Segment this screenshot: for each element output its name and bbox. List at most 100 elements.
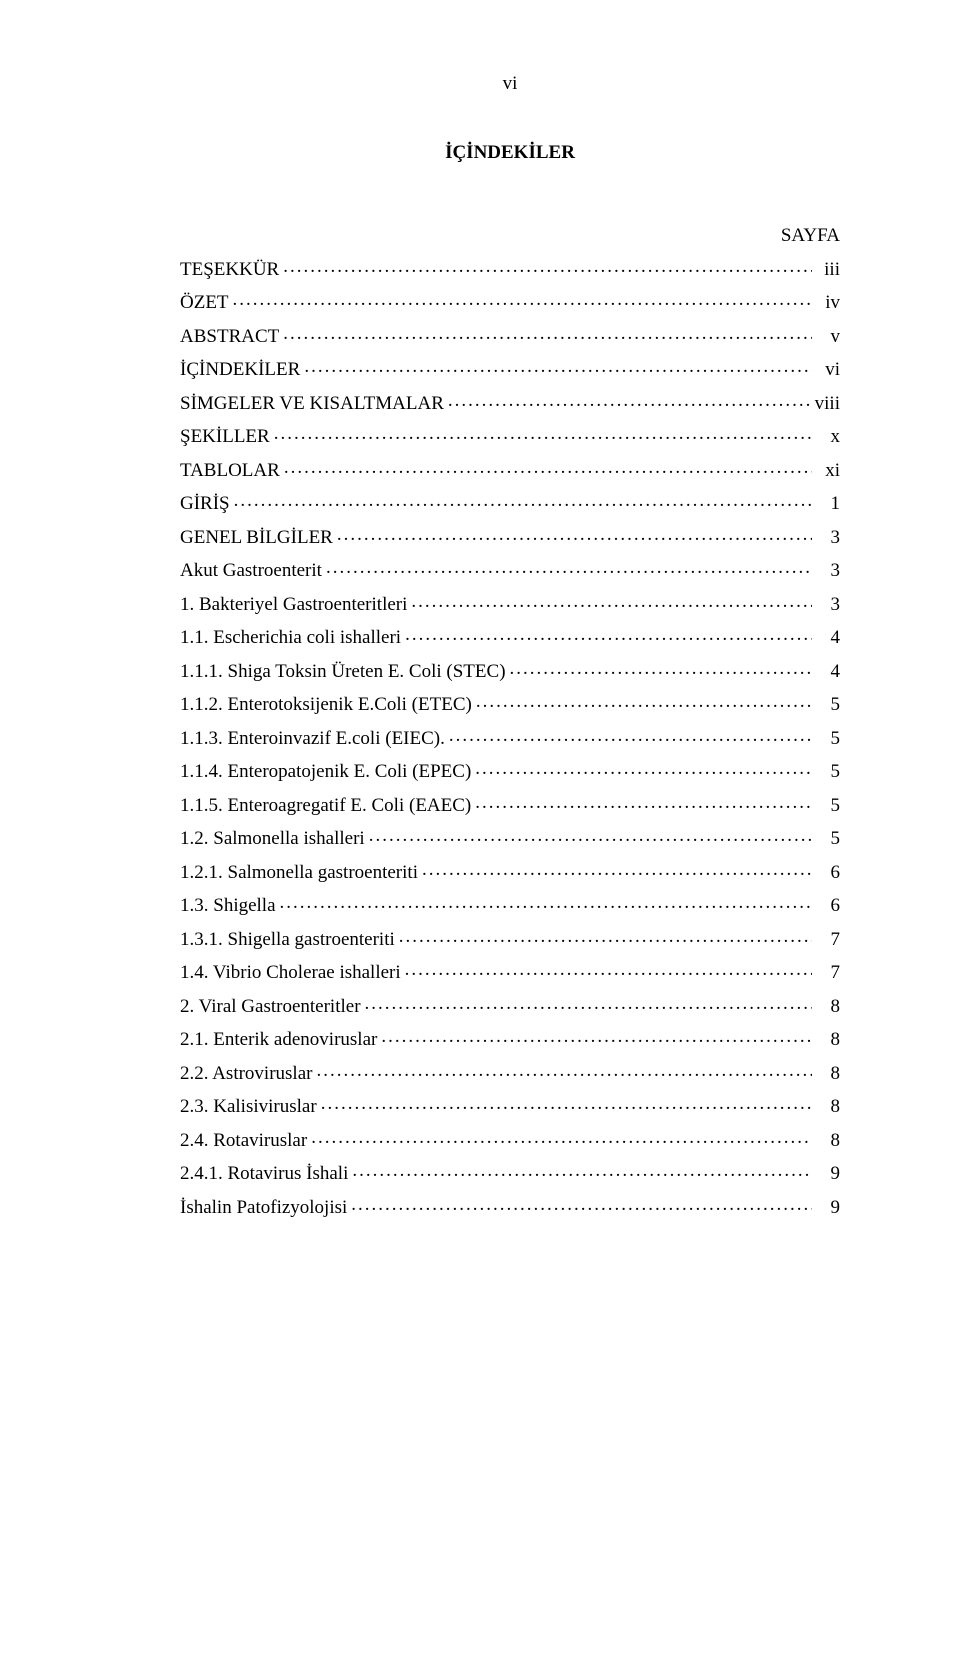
toc-row: 2.2. Astroviruslar......................… (180, 1060, 840, 1089)
toc-entry-page: 1 (816, 490, 840, 519)
toc-row: 2.3. Kalisiviruslar.....................… (180, 1093, 840, 1122)
toc-entry-page: 8 (816, 1026, 840, 1055)
toc-entry-page: 6 (816, 859, 840, 888)
toc-leader-dots: ........................................… (405, 621, 812, 650)
toc-entry-label: TEŞEKKÜR (180, 256, 279, 285)
toc-entry-page: 6 (816, 892, 840, 921)
toc-entry-page: 8 (816, 1060, 840, 1089)
toc-entry-page: 3 (816, 524, 840, 553)
column-header-page: SAYFA (781, 222, 840, 251)
toc-entry-label: SİMGELER VE KISALTMALAR (180, 390, 444, 419)
toc-entry-label: 1.2.1. Salmonella gastroenteriti (180, 859, 418, 888)
toc-entry-page: 8 (816, 1127, 840, 1156)
toc-entry-page: 7 (816, 959, 840, 988)
toc-entry-label: TABLOLAR (180, 457, 280, 486)
toc-entry-page: iii (816, 256, 840, 285)
toc-entry-label: İshalin Patofizyolojisi (180, 1194, 347, 1223)
toc-entry-page: v (816, 323, 840, 352)
toc-row: Akut Gastroenterit......................… (180, 557, 840, 586)
toc-entry-page: xi (816, 457, 840, 486)
toc-leader-dots: ........................................… (476, 688, 812, 717)
toc-row: 1.2. Salmonella ishalleri...............… (180, 825, 840, 854)
toc-leader-dots: ........................................… (411, 588, 812, 617)
toc-entry-label: 1.1. Escherichia coli ishalleri (180, 624, 401, 653)
toc-entry-label: 1.1.2. Enterotoksijenik E.Coli (ETEC) (180, 691, 472, 720)
toc-leader-dots: ........................................… (352, 1157, 812, 1186)
toc-entry-label: 1.1.3. Enteroinvazif E.coli (EIEC). (180, 725, 445, 754)
toc-leader-dots: ........................................… (304, 353, 812, 382)
toc-leader-dots: ........................................… (422, 856, 812, 885)
toc-entry-page: 5 (816, 758, 840, 787)
toc-leader-dots: ........................................… (381, 1023, 812, 1052)
toc-entry-page: 3 (816, 591, 840, 620)
page-number-roman: vi (180, 70, 840, 99)
toc-leader-dots: ........................................… (233, 286, 812, 315)
toc-entry-label: 1.3. Shigella (180, 892, 276, 921)
toc-row: SİMGELER VE KISALTMALAR.................… (180, 390, 840, 419)
toc-leader-dots: ........................................… (475, 755, 812, 784)
toc-leader-dots: ........................................… (351, 1191, 812, 1220)
toc-entry-label: 1.1.1. Shiga Toksin Üreten E. Coli (STEC… (180, 658, 506, 687)
toc-entry-label: 1. Bakteriyel Gastroenteritleri (180, 591, 407, 620)
toc-row: GİRİŞ...................................… (180, 490, 840, 519)
toc-entry-page: iv (816, 289, 840, 318)
toc-row: 1.1.3. Enteroinvazif E.coli (EIEC). ....… (180, 725, 840, 754)
toc-row: 1.4. Vibrio Cholerae ishalleri..........… (180, 959, 840, 988)
toc-row: TABLOLAR................................… (180, 457, 840, 486)
toc-entry-page: 9 (816, 1160, 840, 1189)
toc-row: 1.3. Shigella...........................… (180, 892, 840, 921)
toc-leader-dots: ........................................… (510, 655, 812, 684)
toc-leader-dots: ........................................… (448, 387, 811, 416)
toc-leader-dots: ........................................… (475, 789, 812, 818)
toc-leader-dots: ........................................… (365, 990, 812, 1019)
toc-leader-dots: ........................................… (369, 822, 812, 851)
toc-leader-dots: ........................................… (283, 320, 812, 349)
toc-container: TEŞEKKÜR................................… (180, 256, 840, 1223)
toc-entry-label: GENEL BİLGİLER (180, 524, 333, 553)
toc-entry-label: ABSTRACT (180, 323, 279, 352)
toc-entry-label: GİRİŞ (180, 490, 230, 519)
toc-leader-dots: ........................................… (311, 1124, 812, 1153)
toc-row: 2. Viral Gastroenteritler...............… (180, 993, 840, 1022)
toc-leader-dots: ........................................… (274, 420, 812, 449)
toc-entry-page: 9 (816, 1194, 840, 1223)
toc-row: GENEL BİLGİLER..........................… (180, 524, 840, 553)
toc-entry-label: İÇİNDEKİLER (180, 356, 300, 385)
toc-row: 2.4. Rotaviruslar.......................… (180, 1127, 840, 1156)
toc-row: İÇİNDEKİLER.............................… (180, 356, 840, 385)
toc-row: 1.1.2. Enterotoksijenik E.Coli (ETEC)...… (180, 691, 840, 720)
toc-entry-label: 2.2. Astroviruslar (180, 1060, 312, 1089)
toc-row: ŞEKİLLER................................… (180, 423, 840, 452)
toc-entry-label: 1.4. Vibrio Cholerae ishalleri (180, 959, 401, 988)
toc-row: ÖZET....................................… (180, 289, 840, 318)
toc-leader-dots: ........................................… (234, 487, 812, 516)
toc-entry-label: 1.2. Salmonella ishalleri (180, 825, 365, 854)
toc-row: 1.1.4. Enteropatojenik E. Coli (EPEC)...… (180, 758, 840, 787)
toc-leader-dots: ........................................… (283, 253, 812, 282)
toc-entry-page: vi (816, 356, 840, 385)
toc-row: 1.1.5. Enteroagregatif E. Coli (EAEC)...… (180, 792, 840, 821)
toc-entry-label: ŞEKİLLER (180, 423, 270, 452)
toc-entry-page: 5 (816, 725, 840, 754)
toc-entry-label: 2.4.1. Rotavirus İshali (180, 1160, 348, 1189)
toc-entry-label: 1.3.1. Shigella gastroenteriti (180, 926, 395, 955)
toc-row: 1.2.1. Salmonella gastroenteriti........… (180, 859, 840, 888)
toc-leader-dots: ........................................… (316, 1057, 812, 1086)
toc-row: 1. Bakteriyel Gastroenteritleri.........… (180, 591, 840, 620)
toc-entry-page: 8 (816, 1093, 840, 1122)
toc-row: 1.1.1. Shiga Toksin Üreten E. Coli (STEC… (180, 658, 840, 687)
toc-entry-page: viii (815, 390, 840, 419)
toc-leader-dots: ........................................… (326, 554, 812, 583)
toc-leader-dots: ........................................… (321, 1090, 812, 1119)
toc-entry-label: Akut Gastroenterit (180, 557, 322, 586)
toc-leader-dots: ........................................… (284, 454, 812, 483)
toc-entry-label: 2. Viral Gastroenteritler (180, 993, 361, 1022)
toc-entry-label: 2.1. Enterik adenoviruslar (180, 1026, 377, 1055)
toc-entry-page: 3 (816, 557, 840, 586)
toc-row: ABSTRACT................................… (180, 323, 840, 352)
toc-leader-dots: ........................................… (280, 889, 812, 918)
toc-entry-page: 7 (816, 926, 840, 955)
column-header-row: SAYFA (180, 222, 840, 251)
toc-row: İshalin Patofizyolojisi.................… (180, 1194, 840, 1223)
toc-entry-page: 4 (816, 658, 840, 687)
